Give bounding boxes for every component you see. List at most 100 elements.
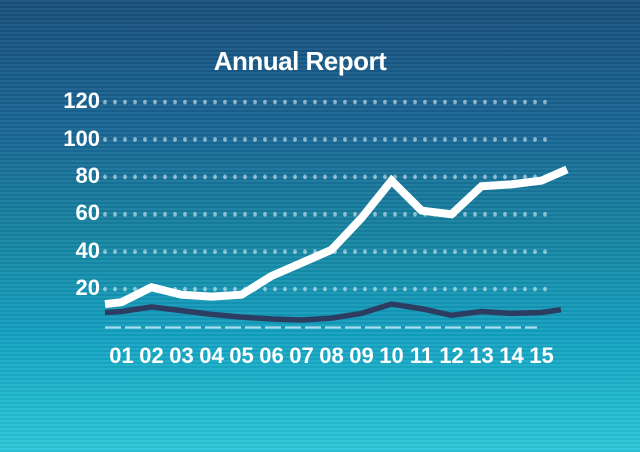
gridline-dot [233,137,237,142]
gridline-dot [223,211,227,217]
gridline-dot [313,286,317,292]
gridline-dot [503,211,507,217]
gridline-dot [193,211,197,217]
gridline-dot [453,249,457,255]
gridline-dot [243,174,247,180]
gridline-dot [533,211,537,217]
gridline-dot [383,99,387,105]
gridline-dot [463,249,467,255]
gridline-dot [233,174,237,180]
gridline-dot [133,249,137,255]
gridline-dot [363,137,367,142]
y-axis-tick-label: 80 [75,162,100,188]
gridline-dot [533,137,537,142]
gridline-dot [463,137,467,142]
gridline-dot [153,137,157,142]
gridline-dot [113,174,117,180]
gridline-dot [133,137,137,142]
gridline-dot [263,99,267,105]
gridline-dot [243,211,247,217]
gridline-dot [293,99,297,105]
gridline-dot [463,211,467,217]
gridline-dot [483,137,487,142]
gridline-dot [153,211,157,217]
gridline-dot [543,137,547,142]
gridline-dot [453,99,457,105]
gridline-dot [193,137,197,142]
gridline-dot [383,137,387,142]
gridline-dot [183,211,187,217]
gridline-dot [473,249,477,255]
x-axis-tick-label: 04 [199,343,224,368]
gridline-dot [453,174,457,180]
gridline-dot [493,286,497,292]
gridline-dot [513,99,517,105]
gridline-dot [233,249,237,255]
gridline-dot [123,137,127,142]
gridline-dot [233,211,237,217]
x-axis-tick-label: 09 [349,343,374,368]
gridline-dot [423,174,427,180]
gridline-dot [423,286,427,292]
gridline-dot [153,174,157,180]
gridline-dot [403,211,407,217]
gridline-dot [273,249,277,255]
gridline-dot [393,99,397,105]
gridline-dot [163,137,167,142]
gridline-dot [413,137,417,142]
gridline-dot [163,174,167,180]
gridline-dot [543,99,547,105]
gridline-dot [123,249,127,255]
y-axis-tick-label: 100 [63,125,100,151]
gridline-dot [543,211,547,217]
gridline-dot [313,137,317,142]
gridline-dot [143,211,147,217]
gridline-dot [133,99,137,105]
gridline-dot [523,174,527,180]
gridline-dot [333,174,337,180]
gridline-dot [113,249,117,255]
gridline-dot [493,99,497,105]
gridline-dot [223,137,227,142]
gridline-dot [383,211,387,217]
gridline-dot [503,99,507,105]
gridline-dot [433,99,437,105]
gridline-dot [213,286,217,292]
gridline-dot [333,137,337,142]
gridline-dot [263,174,267,180]
gridline-dot [133,286,137,292]
gridline-dot [223,249,227,255]
gridline-dot [503,137,507,142]
gridline-dot [463,174,467,180]
gridline-dot [503,174,507,180]
gridline-dot [503,286,507,292]
gridline-dot [473,137,477,142]
gridline-dot [293,249,297,255]
primary-series-line [104,165,569,309]
x-axis-tick-label: 07 [289,343,314,368]
gridline-dot [493,174,497,180]
gridline-dot [533,286,537,292]
gridline-dot [493,249,497,255]
gridline-dot [473,174,477,180]
gridline-dot [373,211,377,217]
gridline-dot [303,286,307,292]
gridline-dot [213,99,217,105]
gridline-dot [283,211,287,217]
gridline-dot [103,99,107,105]
gridline-dot [143,249,147,255]
gridline-dot [303,174,307,180]
gridline-dot [333,211,337,217]
gridline-dot [303,137,307,142]
gridline-dot [163,211,167,217]
gridline-dot [443,286,447,292]
gridline-dot [363,174,367,180]
gridline-dot [523,249,527,255]
gridline-dot [153,99,157,105]
gridline-dot [173,249,177,255]
gridline-dot [513,174,517,180]
x-axis-tick-label: 06 [259,343,284,368]
gridline-dot [343,211,347,217]
gridline-dot [263,211,267,217]
gridline-dot [103,174,107,180]
